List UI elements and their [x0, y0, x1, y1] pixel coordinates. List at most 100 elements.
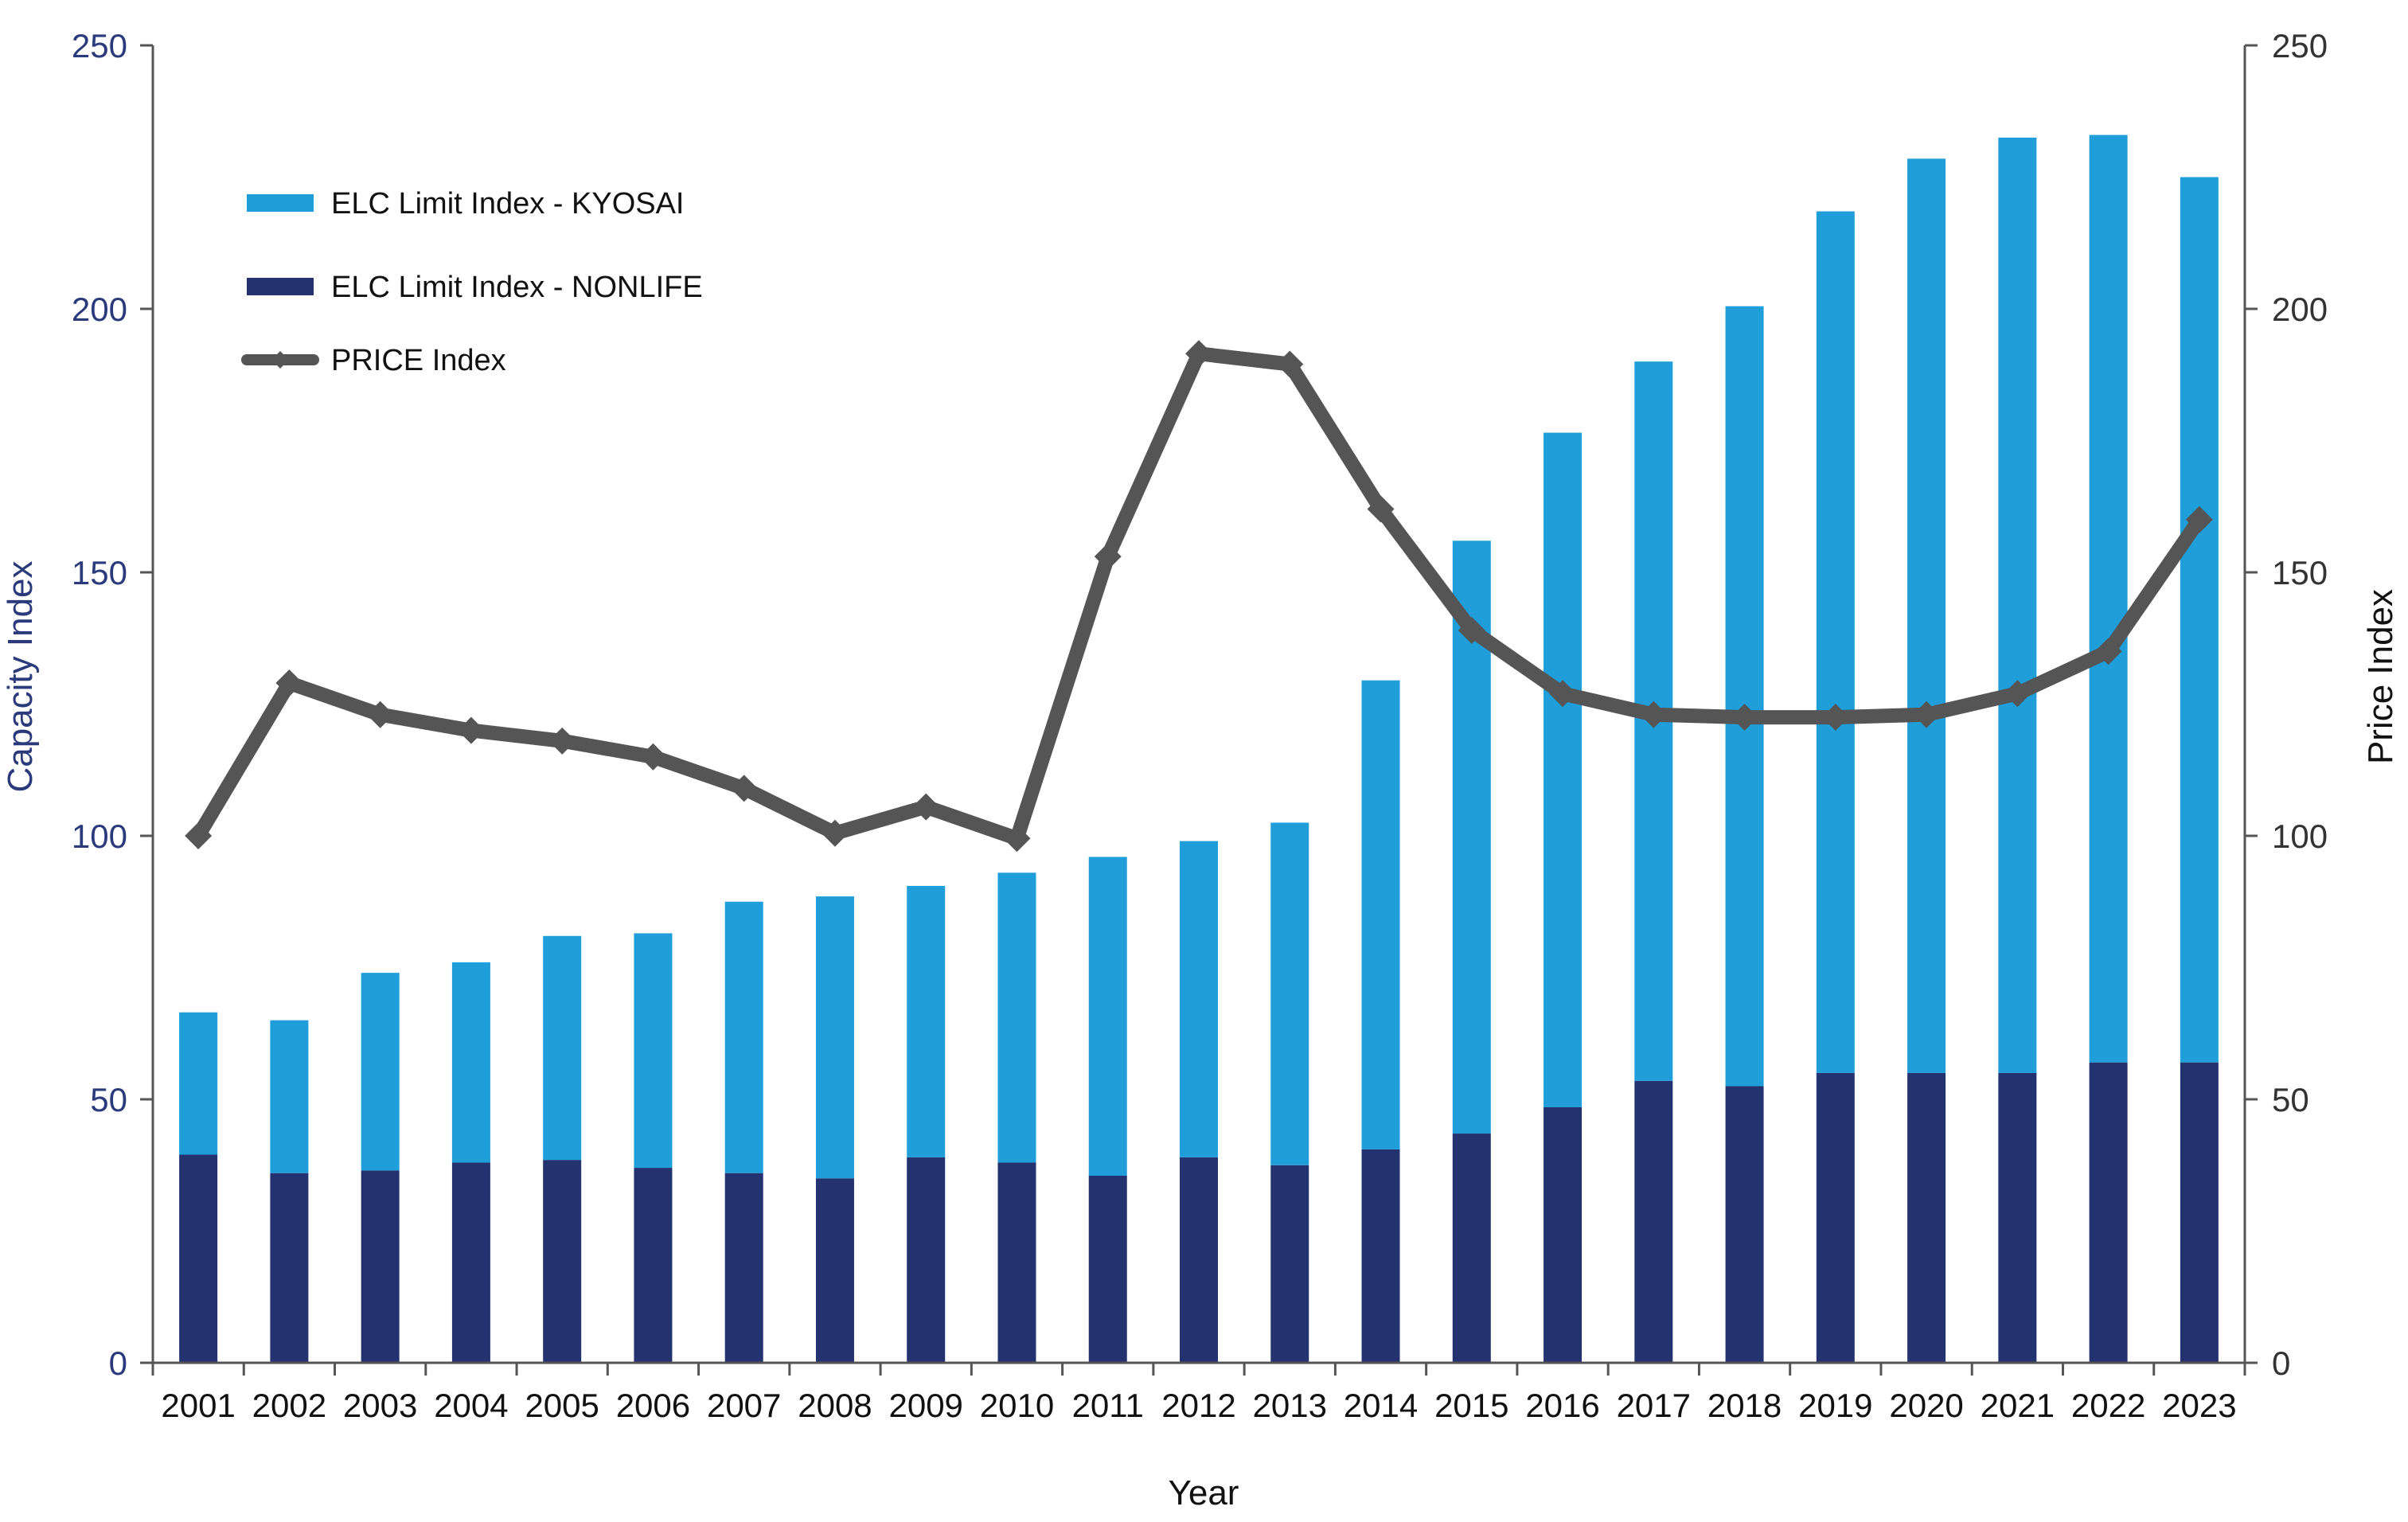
y-axis-title-left: Capacity Index [1, 560, 40, 792]
price-point-2008 [821, 819, 849, 847]
price-point-2003 [366, 701, 394, 728]
x-tick-label: 2023 [2162, 1387, 2236, 1424]
legend-label-price: PRICE Index [331, 344, 506, 377]
axes-layer: 0 0 50 50 100 100 150 150 200 200 250 250 2001 2002 20… [72, 27, 2328, 1424]
legend: ELC Limit Index - KYOSAI ELC Limit Index … [241, 187, 703, 377]
bar-nonlife-2019 [1816, 1072, 1855, 1363]
bars-layer [179, 135, 2219, 1363]
price-point-2011 [1094, 543, 1122, 571]
bar-kyosai-2009 [907, 885, 946, 1157]
bar-nonlife-2017 [1634, 1080, 1673, 1363]
x-tick-label: 2019 [1798, 1387, 1872, 1424]
x-tick-label: 2015 [1434, 1387, 1508, 1424]
bar-kyosai-2020 [1907, 158, 1946, 1073]
legend-marker-price [271, 351, 289, 369]
y-tick-label-right: 200 [2272, 291, 2328, 328]
price-point-2014 [1367, 495, 1395, 523]
y-tick-label-left: 200 [72, 291, 127, 328]
y-tick-label-right: 0 [2272, 1344, 2290, 1382]
legend-label-kyosai: ELC Limit Index - KYOSAI [331, 187, 685, 220]
bar-kyosai-2004 [451, 962, 490, 1163]
x-tick-label: 2008 [798, 1387, 872, 1424]
bar-kyosai-2012 [1180, 841, 1218, 1157]
x-tick-label: 2022 [2071, 1387, 2145, 1424]
x-axis-title: Year [1169, 1473, 1239, 1512]
bar-nonlife-2016 [1544, 1106, 1583, 1363]
labels-layer: Capacity Index Price Index Year [1, 560, 2400, 1512]
x-tick-label: 2021 [1981, 1387, 2055, 1424]
bar-nonlife-2001 [179, 1154, 218, 1363]
bar-nonlife-2022 [2089, 1062, 2128, 1363]
price-point-2015 [1458, 616, 1485, 644]
x-tick-label: 2003 [343, 1387, 417, 1424]
bar-nonlife-2005 [543, 1160, 582, 1363]
x-tick-label: 2013 [1253, 1387, 1327, 1424]
bar-kyosai-2007 [724, 901, 763, 1173]
x-tick-label: 2010 [980, 1387, 1054, 1424]
price-point-2017 [1640, 701, 1668, 728]
price-point-2002 [275, 669, 303, 697]
x-tick-label: 2018 [1707, 1387, 1782, 1424]
bar-nonlife-2009 [907, 1157, 946, 1363]
bar-kyosai-2013 [1270, 822, 1309, 1165]
y-tick-label-left: 250 [72, 27, 127, 64]
x-tick-label: 2012 [1161, 1387, 1235, 1424]
price-point-2022 [2094, 638, 2122, 665]
legend-swatch-nonlife [247, 278, 314, 295]
price-point-2004 [457, 716, 485, 744]
x-tick-label: 2006 [616, 1387, 690, 1424]
price-point-2018 [1731, 704, 1758, 732]
bar-kyosai-2001 [179, 1012, 218, 1155]
y-tick-label-left: 50 [90, 1081, 127, 1118]
price-point-2009 [912, 793, 940, 821]
x-tick-label: 2011 [1072, 1387, 1144, 1424]
x-tick-label: 2016 [1525, 1387, 1599, 1424]
bar-kyosai-2021 [1998, 137, 2037, 1073]
price-point-2005 [548, 727, 576, 755]
y-tick-label-left: 150 [72, 554, 127, 591]
bar-kyosai-2016 [1544, 432, 1583, 1107]
bar-kyosai-2002 [270, 1020, 309, 1173]
bar-nonlife-2008 [815, 1178, 854, 1363]
price-point-2020 [1913, 701, 1941, 728]
y-tick-label-left: 100 [72, 818, 127, 855]
x-tick-label: 2002 [252, 1387, 326, 1424]
price-point-2010 [1003, 825, 1031, 853]
bar-kyosai-2011 [1088, 857, 1127, 1176]
bar-nonlife-2007 [724, 1173, 763, 1363]
bar-nonlife-2018 [1725, 1086, 1764, 1363]
bar-nonlife-2013 [1270, 1165, 1309, 1363]
bar-nonlife-2023 [2180, 1062, 2219, 1363]
bar-nonlife-2003 [361, 1170, 400, 1363]
bar-kyosai-2022 [2089, 135, 2128, 1063]
bar-nonlife-2015 [1452, 1134, 1491, 1363]
price-point-2012 [1185, 340, 1212, 368]
bar-kyosai-2014 [1361, 680, 1400, 1149]
bar-kyosai-2005 [543, 935, 582, 1161]
y-tick-label-right: 250 [2272, 27, 2328, 64]
x-tick-label: 2007 [707, 1387, 781, 1424]
x-tick-label: 2014 [1344, 1387, 1418, 1424]
bar-kyosai-2006 [634, 933, 673, 1169]
bar-kyosai-2010 [997, 872, 1036, 1163]
price-point-2019 [1821, 704, 1849, 732]
price-line-layer [185, 340, 2213, 853]
price-point-2016 [1549, 680, 1577, 708]
bar-nonlife-2014 [1361, 1149, 1400, 1363]
bar-nonlife-2021 [1998, 1072, 2037, 1363]
price-point-2007 [730, 775, 758, 802]
bar-nonlife-2006 [634, 1168, 673, 1363]
x-tick-label: 2009 [888, 1387, 962, 1424]
legend-label-nonlife: ELC Limit Index - NONLIFE [331, 271, 703, 304]
price-point-2021 [2004, 680, 2031, 708]
price-point-2001 [185, 822, 213, 849]
x-tick-label: 2005 [525, 1387, 599, 1424]
y-tick-label-right: 150 [2272, 554, 2328, 591]
price-index-line [191, 346, 2207, 846]
bar-nonlife-2010 [997, 1162, 1036, 1363]
price-point-2013 [1276, 350, 1304, 378]
bar-kyosai-2008 [815, 896, 854, 1179]
bar-kyosai-2019 [1816, 211, 1855, 1073]
